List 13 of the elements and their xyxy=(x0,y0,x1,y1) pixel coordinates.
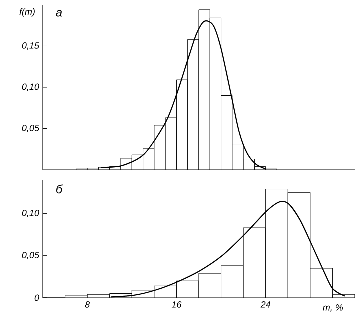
y-tick-label: 0,10 xyxy=(22,210,40,218)
x-tick-label: 24 xyxy=(260,302,271,308)
y-tick-label: 0 xyxy=(34,294,40,302)
x-tick-label: 16 xyxy=(172,302,182,308)
y-tick-label: 0,15 xyxy=(22,42,40,50)
y-tick-label: 0,10 xyxy=(22,84,40,92)
annotation: б xyxy=(56,184,63,194)
y-tick-label: 0,05 xyxy=(22,252,40,260)
x-tick-label: 8 xyxy=(85,302,90,308)
y-tick-label: 0,05 xyxy=(22,125,40,132)
annotation: а xyxy=(56,10,62,17)
y-axis-title: f(m) xyxy=(20,8,35,17)
x-axis-title: m, % xyxy=(323,304,344,312)
